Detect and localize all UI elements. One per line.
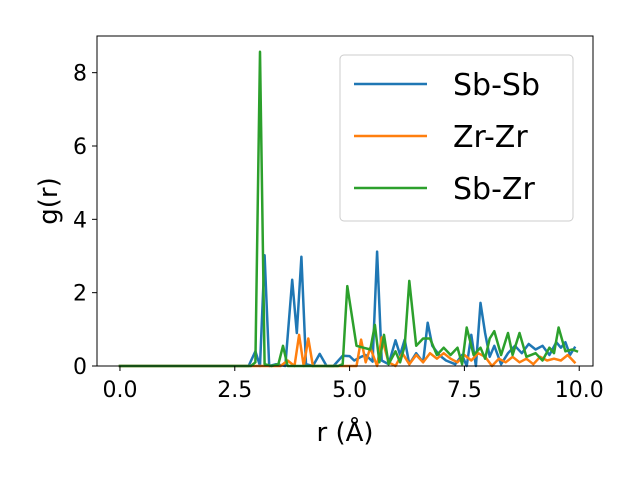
x-axis-label: r (Å) — [316, 416, 373, 448]
y-axis: 0 2 4 6 8 — [73, 62, 97, 380]
y-tick-label: 2 — [73, 282, 87, 307]
y-tick-label: 0 — [73, 355, 87, 380]
x-axis: 0.0 2.5 5.0 7.5 10.0 — [102, 366, 604, 403]
legend-label: Sb-Sb — [453, 68, 540, 103]
y-tick-label: 6 — [73, 135, 87, 160]
plot-frame — [96, 35, 594, 367]
x-tick-label: 7.5 — [447, 378, 482, 403]
x-tick-label: 2.5 — [217, 378, 252, 403]
series-line-zr-zr — [118, 333, 577, 368]
legend-label: Sb-Zr — [453, 172, 535, 207]
series-line-sb-zr — [118, 50, 579, 368]
x-tick-label: 5.0 — [332, 378, 367, 403]
x-tick-label: 10.0 — [555, 378, 604, 403]
series-layer — [118, 50, 579, 368]
legend-box — [339, 54, 574, 222]
y-tick-label: 8 — [73, 62, 87, 87]
y-tick-label: 4 — [73, 208, 87, 233]
legend-label: Zr-Zr — [453, 120, 528, 155]
legend: Sb-Sb Zr-Zr Sb-Zr — [339, 54, 574, 222]
x-tick-label: 0.0 — [102, 378, 137, 403]
series-line-sb-sb — [118, 250, 577, 368]
y-axis-label: g(r) — [34, 177, 64, 224]
